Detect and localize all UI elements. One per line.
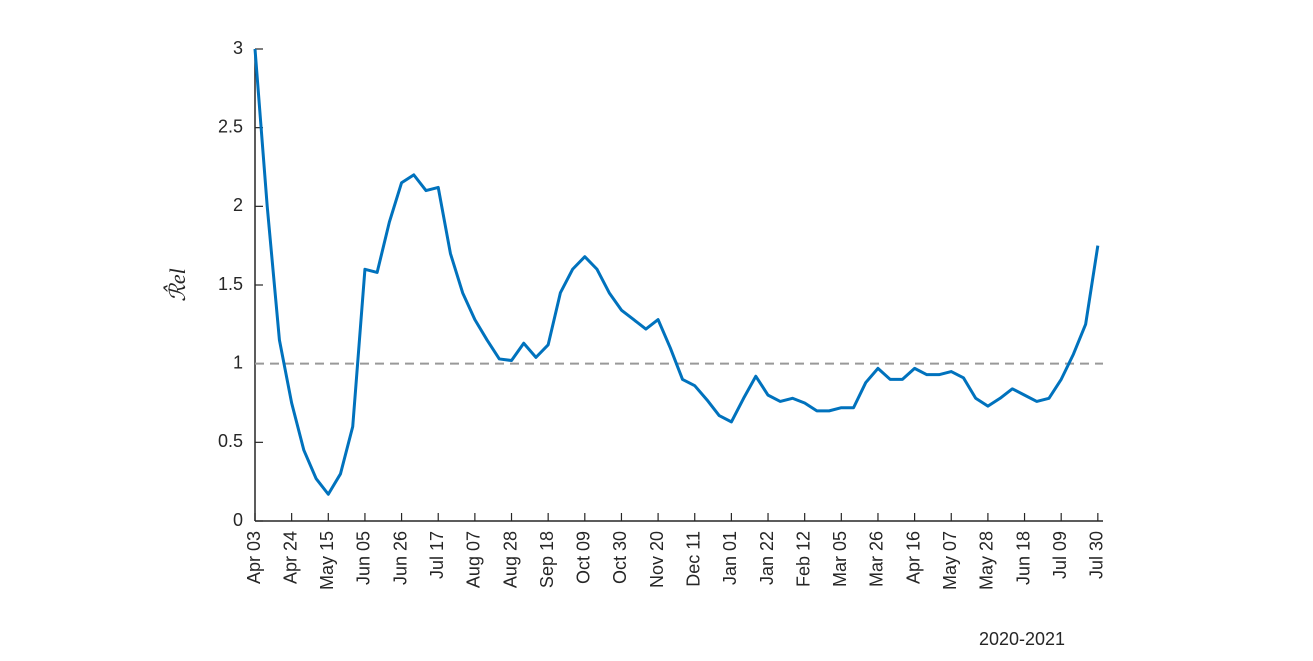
x-tick-label: Jan 01 (720, 531, 740, 585)
y-tick-label: 2.5 (218, 116, 243, 136)
x-tick-label: May 07 (940, 531, 960, 590)
x-tick-label: Jun 05 (354, 531, 374, 585)
y-tick-label: 0.5 (218, 431, 243, 451)
x-tick-label: Dec 11 (683, 531, 703, 587)
x-tick-label: Feb 12 (793, 531, 813, 587)
y-tick-label: 3 (233, 38, 243, 58)
y-tick-label: 0 (233, 510, 243, 530)
x-tick-label: Jun 26 (390, 531, 410, 585)
y-axis-label: ℛ̂el (163, 268, 190, 301)
x-tick-label: Apr 16 (903, 531, 923, 584)
x-tick-label: Jun 18 (1013, 531, 1033, 585)
x-tick-label: Mar 05 (830, 531, 850, 587)
x-axis-label: 2020-2021 (979, 629, 1065, 649)
x-tick-label: Jul 30 (1087, 531, 1107, 579)
x-tick-label: Jul 17 (427, 531, 447, 579)
x-tick-label: Nov 20 (647, 531, 667, 588)
x-tick-label: Mar 26 (867, 531, 887, 587)
x-tick-label: Aug 07 (464, 531, 484, 588)
x-tick-label: Sep 18 (537, 531, 557, 588)
y-tick-label: 1.5 (218, 274, 243, 294)
data-line (253, 48, 1100, 496)
x-tick-label: May 15 (317, 531, 337, 590)
x-tick-label: Jul 09 (1050, 531, 1070, 579)
x-tick-label: Apr 24 (280, 531, 300, 584)
x-tick-label: Jan 22 (757, 531, 777, 585)
x-tick-label: Apr 03 (244, 531, 264, 584)
y-tick-label: 1 (233, 352, 243, 372)
y-tick-label: 2 (233, 195, 243, 215)
x-tick-label: Aug 28 (500, 531, 520, 588)
x-tick-label: May 28 (977, 531, 997, 590)
x-tick-label: Oct 09 (574, 531, 594, 584)
x-tick-label: Oct 30 (610, 531, 630, 584)
